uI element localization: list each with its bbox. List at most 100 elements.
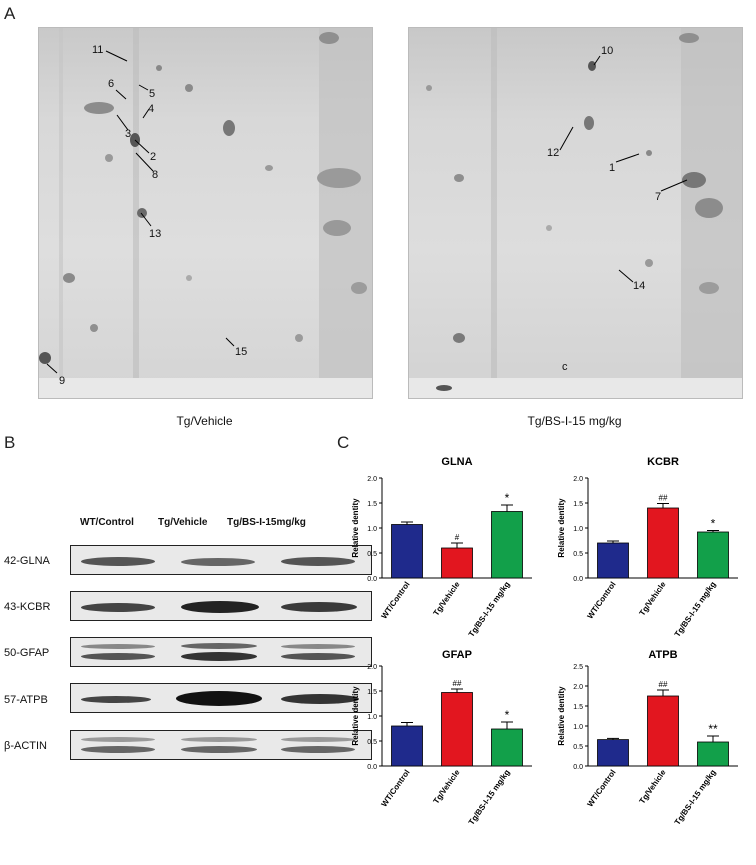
lane-label-bsi: Tg/BS-I-15mg/kg bbox=[227, 517, 306, 528]
x-tick-label: WT/Control bbox=[586, 580, 618, 620]
blot-row-actin bbox=[70, 730, 372, 760]
x-tick-label: Tg/Vehicle bbox=[432, 580, 462, 618]
gel-right-spots bbox=[409, 28, 742, 398]
bar bbox=[697, 531, 729, 579]
gel-right-caption: Tg/BS-I-15 mg/kg bbox=[527, 414, 622, 428]
spot-label-6: 6 bbox=[108, 78, 115, 90]
blot-row-gfap bbox=[70, 637, 372, 667]
bar bbox=[647, 507, 679, 579]
spot-label-4: 4 bbox=[148, 103, 155, 115]
bar bbox=[697, 741, 729, 767]
gel-image-right: 10 12 1 7 14 c bbox=[408, 27, 743, 399]
significance-mark: ## bbox=[453, 679, 462, 688]
x-tick-label: Tg/BS-I-15 mg/kg bbox=[673, 580, 718, 638]
y-tick-label: 1.0 bbox=[573, 724, 583, 731]
chart-title: KCBR bbox=[647, 456, 679, 468]
y-tick-label: 1.5 bbox=[367, 501, 377, 508]
gel-left-spots bbox=[39, 28, 372, 398]
spot-label-11: 11 bbox=[92, 44, 104, 56]
lane-label-vehicle: Tg/Vehicle bbox=[158, 517, 208, 528]
bar bbox=[441, 692, 473, 767]
bar bbox=[597, 542, 629, 579]
x-tick-label: WT/Control bbox=[380, 768, 412, 808]
blot-row-atpb bbox=[70, 683, 372, 713]
y-axis-label: Relative dentity bbox=[557, 686, 566, 746]
y-tick-label: 0.5 bbox=[367, 739, 377, 746]
blot-row-kcbr bbox=[70, 591, 372, 621]
y-axis-label: Relative dentity bbox=[557, 498, 566, 558]
significance-mark: ## bbox=[659, 680, 668, 689]
blot-row-glna bbox=[70, 545, 372, 575]
bar-chart-kcbr: KCBR 0.0 0.5 1.0 1.5 2.0 Relative dentity WT/Co… bbox=[557, 456, 738, 638]
bar bbox=[491, 728, 523, 767]
x-tick-label: Tg/Vehicle bbox=[638, 768, 668, 806]
y-tick-label: 1.5 bbox=[367, 689, 377, 696]
chart-title: GLNA bbox=[441, 456, 472, 468]
y-tick-label: 0.5 bbox=[367, 551, 377, 558]
spot-label-14: 14 bbox=[633, 280, 646, 292]
significance-mark: * bbox=[711, 517, 716, 531]
spot-label-1: 1 bbox=[609, 162, 616, 174]
spot-label-13: 13 bbox=[149, 228, 162, 240]
y-tick-label: 0.0 bbox=[367, 764, 377, 771]
bar bbox=[491, 511, 523, 579]
chart-title: ATPB bbox=[648, 650, 677, 661]
bar-chart-atpb: ATPB 0.0 0.5 1.0 1.5 2.0 2.5 Relative dentity WT… bbox=[557, 650, 738, 827]
y-tick-label: 2.0 bbox=[573, 476, 583, 483]
panel-label-c: C bbox=[337, 433, 350, 452]
blot-label-gfap: 50-GFAP bbox=[4, 647, 50, 659]
y-tick-label: 1.0 bbox=[367, 526, 377, 533]
x-tick-label: Tg/Vehicle bbox=[432, 768, 462, 806]
significance-mark: * bbox=[505, 708, 510, 722]
y-tick-label: 2.5 bbox=[573, 664, 583, 671]
x-tick-label: Tg/BS-I-15 mg/kg bbox=[467, 580, 512, 638]
x-tick-label: WT/Control bbox=[380, 580, 412, 620]
blot-label-actin: β-ACTIN bbox=[4, 740, 47, 752]
significance-mark: * bbox=[505, 491, 510, 505]
bar bbox=[391, 524, 423, 579]
bar-chart-glna: GLNA 0.0 0.5 1.0 1.5 2.0 Relative dentity WT/Co… bbox=[351, 456, 532, 638]
panel-label-a: A bbox=[4, 4, 16, 23]
spot-label-9: 9 bbox=[59, 375, 66, 387]
x-tick-label: WT/Control bbox=[586, 768, 618, 808]
significance-mark: ** bbox=[708, 722, 718, 736]
y-tick-label: 0.0 bbox=[367, 576, 377, 583]
x-tick-label: Tg/BS-I-15 mg/kg bbox=[673, 768, 718, 827]
y-tick-label: 1.0 bbox=[367, 714, 377, 721]
gel-image-left: 11 6 5 4 3 2 8 13 15 9 bbox=[38, 27, 373, 399]
bar bbox=[597, 739, 629, 767]
y-axis-label: Relative dentity bbox=[351, 686, 360, 746]
significance-mark: ## bbox=[659, 494, 668, 503]
spot-label-12: 12 bbox=[547, 147, 560, 159]
spot-label-5: 5 bbox=[149, 88, 156, 100]
y-tick-label: 0.0 bbox=[573, 764, 583, 771]
gel-mark-c: c bbox=[562, 361, 568, 373]
chart-title: GFAP bbox=[442, 650, 472, 661]
x-tick-label: Tg/BS-I-15 mg/kg bbox=[467, 768, 512, 827]
spot-label-7: 7 bbox=[655, 191, 662, 203]
gel-right-arrows bbox=[559, 55, 688, 283]
lane-label-wt: WT/Control bbox=[80, 517, 134, 528]
bar bbox=[647, 695, 679, 767]
bar bbox=[391, 725, 423, 767]
spot-label-10: 10 bbox=[601, 45, 614, 57]
gel-left-caption: Tg/Vehicle bbox=[176, 414, 233, 428]
panel-label-b: B bbox=[4, 433, 16, 452]
blot-label-atpb: 57-ATPB bbox=[4, 694, 48, 706]
spot-label-8: 8 bbox=[152, 169, 159, 181]
y-tick-label: 0.5 bbox=[573, 551, 583, 558]
bar-chart-gfap: GFAP 0.0 0.5 1.0 1.5 2.0 Relative dentity WT/Co… bbox=[351, 650, 532, 827]
y-axis-label: Relative dentity bbox=[351, 498, 360, 558]
gel-left-arrows bbox=[46, 50, 235, 374]
bar bbox=[441, 547, 473, 579]
x-tick-label: Tg/Vehicle bbox=[638, 580, 668, 618]
y-tick-label: 0.5 bbox=[573, 744, 583, 751]
significance-mark: # bbox=[455, 533, 460, 542]
y-tick-label: 2.0 bbox=[367, 664, 377, 671]
blot-label-glna: 42-GLNA bbox=[4, 555, 50, 567]
blot-label-kcbr: 43-KCBR bbox=[4, 601, 51, 613]
y-tick-label: 1.5 bbox=[573, 501, 583, 508]
y-tick-label: 2.0 bbox=[367, 476, 377, 483]
spot-label-15: 15 bbox=[235, 346, 248, 358]
y-tick-label: 2.0 bbox=[573, 684, 583, 691]
